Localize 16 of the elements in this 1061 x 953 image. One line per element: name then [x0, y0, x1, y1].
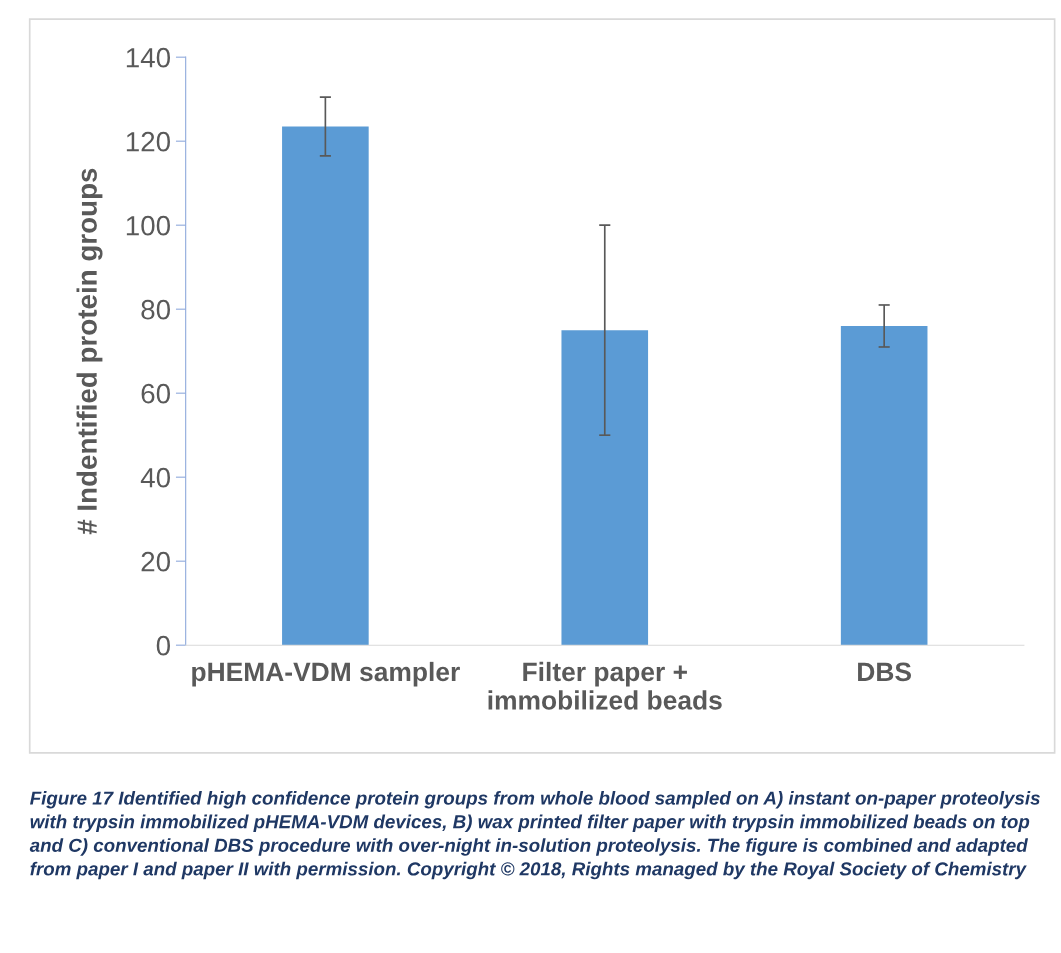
y-tick-label: 140: [126, 47, 171, 68]
x-tick-label: Filter paper + immobilized beads: [488, 661, 722, 710]
y-axis-title: # Indentified protein groups: [76, 168, 103, 535]
caption: Figure 17 Identified high confidence protein groups from whole blood sampled on A) instant on-paper proteolysis with trypsin immobilized pHEMA-VDM devices, B) wax printed filter paper with trypsin immobilized beads on top and C) conventional DBS procedure with over-night in-solution proteolysis. The figure is combined and adapted from paper I and paper II with permission. Copyright © 2018, Rights managed by the Royal Society of Chemistry: [29, 790, 1040, 880]
bar: [840, 325, 928, 646]
y-tick-label: 0: [156, 635, 171, 656]
y-tick-label: 40: [140, 467, 171, 488]
y-tick-label: 120: [126, 131, 171, 152]
bar: [282, 126, 369, 646]
x-tick-label: pHEMA-VDM sampler: [192, 661, 460, 687]
y-tick-label: 60: [141, 383, 171, 404]
y-tick-label: 80: [141, 299, 171, 320]
y-tick-label: 100: [126, 215, 171, 236]
x-tick-label: DBS: [858, 662, 911, 682]
y-tick-label: 20: [141, 551, 171, 572]
bar: [561, 330, 649, 646]
